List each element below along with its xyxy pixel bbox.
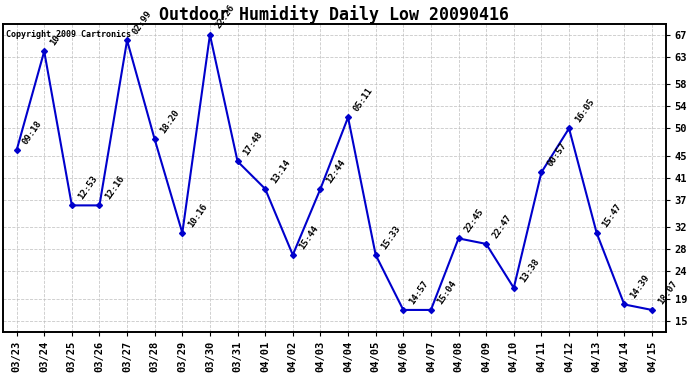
Text: 10:16: 10:16 — [186, 201, 209, 229]
Title: Outdoor Humidity Daily Low 20090416: Outdoor Humidity Daily Low 20090416 — [159, 4, 509, 24]
Text: 18:20: 18:20 — [159, 108, 181, 135]
Text: 16:05: 16:05 — [573, 97, 596, 124]
Text: 22:45: 22:45 — [463, 207, 486, 234]
Text: 13:38: 13:38 — [518, 256, 541, 284]
Text: 14:39: 14:39 — [629, 273, 651, 300]
Text: 05:11: 05:11 — [352, 86, 375, 113]
Text: 15:44: 15:44 — [297, 224, 319, 251]
Text: 02:99: 02:99 — [131, 9, 154, 36]
Text: 12:16: 12:16 — [104, 174, 126, 201]
Text: 00:57: 00:57 — [546, 141, 569, 168]
Text: 17:48: 17:48 — [241, 130, 264, 157]
Text: 09:18: 09:18 — [21, 119, 43, 146]
Text: 14:57: 14:57 — [408, 279, 431, 306]
Text: 12:53: 12:53 — [76, 174, 99, 201]
Text: 15:33: 15:33 — [380, 224, 403, 251]
Text: Copyright 2009 Cartronics: Copyright 2009 Cartronics — [6, 30, 131, 39]
Text: 15:47: 15:47 — [601, 201, 624, 229]
Text: 22:47: 22:47 — [491, 213, 513, 240]
Text: 10:: 10: — [48, 29, 65, 47]
Text: 13:14: 13:14 — [269, 158, 292, 185]
Text: 15:04: 15:04 — [435, 279, 458, 306]
Text: 22:26: 22:26 — [214, 3, 237, 31]
Text: 18:07: 18:07 — [656, 279, 679, 306]
Text: 12:44: 12:44 — [324, 158, 347, 185]
